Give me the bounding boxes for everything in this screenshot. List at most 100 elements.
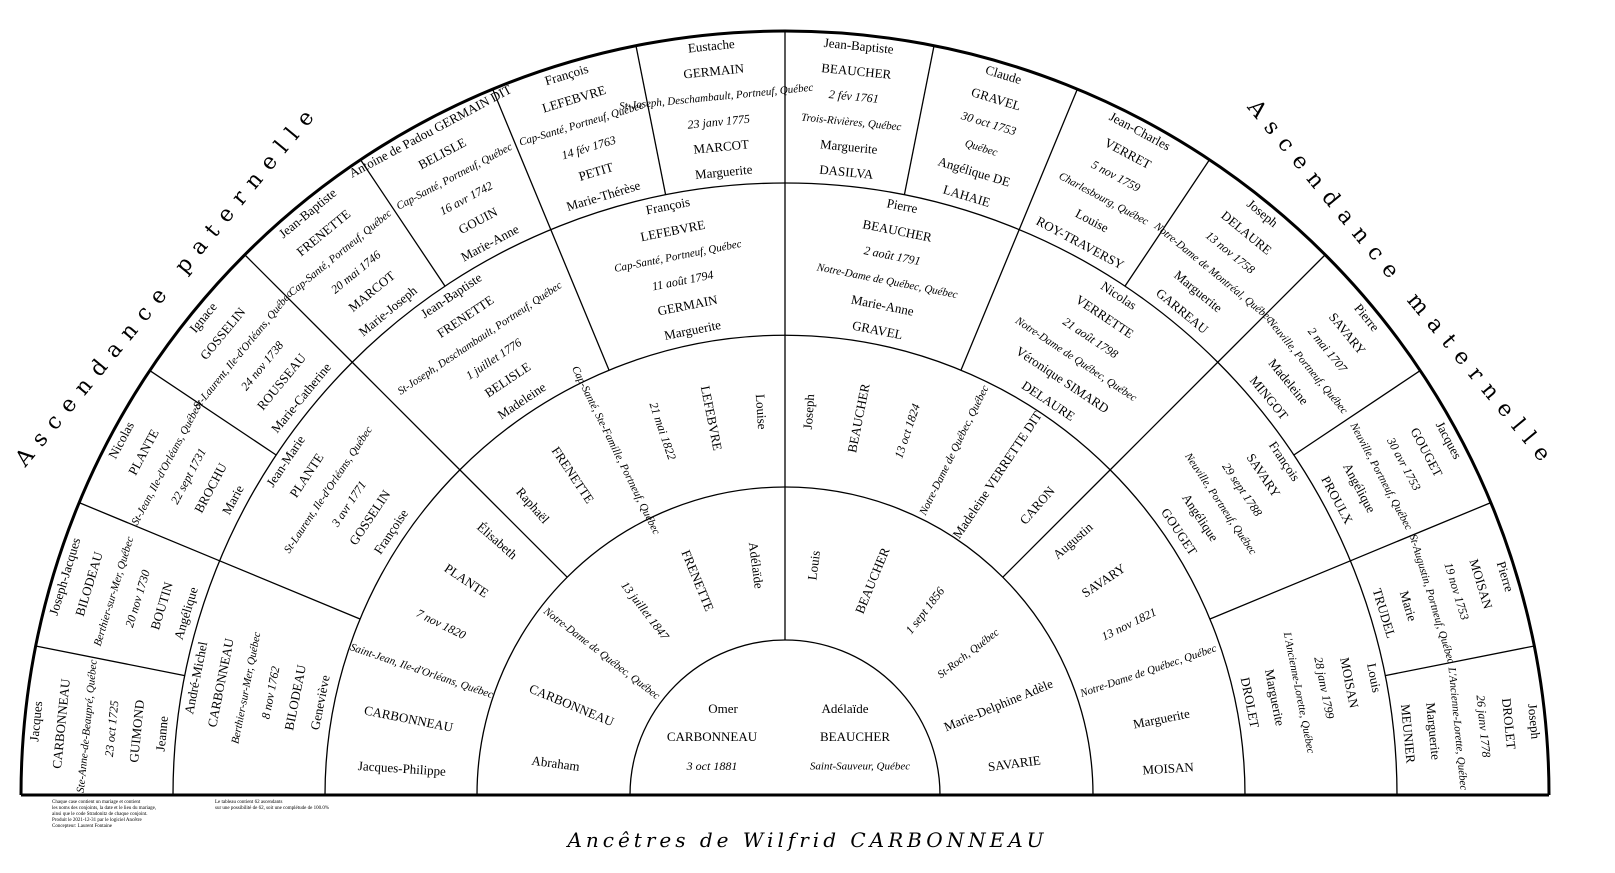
cell-line: Notre-Dame de Québec, Québec (815, 261, 959, 301)
cell-line: BILODEAU (281, 663, 309, 732)
cell-line: Joseph (800, 393, 817, 430)
cell-line: 7 nov 1820 (414, 606, 468, 642)
fan-dividers (21, 31, 1549, 797)
cell-line: Marguerite (819, 136, 878, 157)
marriage-date: 3 oct 1881 (686, 759, 738, 773)
wife-given-name: Adélaïde (822, 701, 869, 716)
cell-line: 2 fév 1761 (828, 87, 879, 106)
cell-line: TRUDEL (1370, 587, 1399, 640)
cell-line: Saint-Jean, Ile-d'Orléans, Québec (349, 641, 495, 701)
cell-line: Jean-Baptiste (823, 35, 894, 57)
cell-line: Geneviève (307, 674, 333, 732)
wife-surname: BEAUCHER (820, 729, 890, 744)
couple-cell: Jean-Baptiste BEAUCHER 2 fév 1761 Trois-Riv… (801, 35, 902, 182)
cell-line: 13 juillet 1847 (618, 579, 672, 644)
cell-line: GRAVEL (970, 84, 1023, 113)
cell-divider (219, 560, 361, 620)
cell-line: GUIMOND (126, 699, 147, 763)
cell-divider (1217, 254, 1326, 363)
cell-divider (35, 645, 185, 677)
cell-line: Pierre (886, 195, 920, 216)
cell-line: 23 janv 1775 (687, 112, 751, 132)
cell-line: LEFEBVRE (698, 384, 726, 451)
cell-line: 11 août 1794 (651, 268, 715, 294)
cell-line: Marguerite (1262, 668, 1288, 728)
cell-divider (78, 502, 220, 562)
cell-line: MOISAN (1142, 759, 1195, 777)
cell-line: BEAUCHER (844, 382, 872, 454)
cell-line: CARBONNEAU (363, 702, 455, 734)
cell-line: 13 nov 1821 (1099, 605, 1158, 644)
cell-line: Adélaïde (746, 541, 767, 590)
cell-line: L'Ancienne-Lorette, Québec (1445, 666, 1469, 791)
cell-line: Louis (804, 550, 823, 581)
couple-cell: Joseph-JacquesBILODEAUBerthier-sur-Mer, … (46, 535, 201, 648)
cell-divider (1350, 502, 1492, 562)
cell-line: SAVARY (1079, 560, 1129, 600)
cell-line: BEAUCHER (861, 216, 933, 244)
cell-line: DASILVA (819, 162, 875, 182)
marriage-place: Saint-Sauveur, Québec (810, 761, 910, 773)
cell-line: Québec (963, 138, 999, 159)
cell-divider (1293, 370, 1421, 456)
cell-line: MOISAN (1467, 557, 1496, 611)
cell-line: Pierre (1351, 301, 1382, 335)
cell-line: MEUNIER (1398, 703, 1419, 764)
cell-line: Louise (1073, 206, 1111, 236)
cell-line: FRENETTE (549, 444, 598, 506)
cell-divider (635, 45, 667, 195)
cell-line: 21 mai 1822 (647, 400, 680, 461)
cell-line: Marguerite (1132, 706, 1192, 732)
cell-line: GRAVEL (851, 318, 904, 343)
cell-divider (903, 45, 935, 195)
couple-cell: Antoine de Padou GERMAIN DITBELISLECap-S… (346, 82, 521, 265)
cell-line: St-Roch, Québec (935, 626, 1001, 681)
cell-divider (149, 370, 277, 456)
cell-line: L'Ancienne-Lorette, Québec (1281, 630, 1317, 755)
cell-line: BEAUCHER (852, 545, 893, 616)
cell-line: 30 oct 1753 (959, 108, 1018, 138)
cell-line: DROLET (1499, 697, 1519, 750)
cell-line: 1 sept 1856 (903, 584, 948, 636)
cell-line: Notre-Dame de Québec, Québec (1078, 642, 1218, 700)
husband-surname: CARBONNEAU (667, 729, 758, 744)
cell-line: BOUTIN (147, 580, 176, 632)
cell-line: DROLET (1238, 676, 1263, 729)
cell-line: Jacques-Philippe (357, 758, 446, 779)
cell-line: 2 août 1791 (863, 243, 922, 268)
cell-divider (492, 88, 552, 230)
cell-line: MOISAN (1337, 656, 1362, 710)
cell-line: PETIT (577, 159, 615, 184)
cell-divider (1109, 361, 1219, 471)
cell-line: Abraham (531, 753, 581, 774)
cell-line: André-Michel (181, 640, 210, 716)
completeness-note: Le tableau contient 62 ascendants sur un… (215, 800, 330, 811)
cell-line: CARBONNEAU (204, 636, 236, 728)
cell-line: 8 nov 1762 (258, 665, 282, 720)
cell-line: Augustin (1050, 519, 1096, 562)
chart-title: Ancêtres de Wilfrid CARBONNEAU (567, 828, 1048, 852)
couple-cell: Jacques CARBONNEAU Ste-Anne-de-Beaupré, Qu… (26, 659, 171, 793)
cell-divider (360, 159, 446, 287)
cell-line: Jacques (26, 700, 45, 742)
cell-divider (1209, 560, 1351, 620)
cell-line: 26 janv 1778 (1474, 694, 1494, 758)
couple-cell: André-MichelCARBONNEAUBerthier-sur-Mer, … (181, 631, 333, 745)
cell-line: Louise (753, 394, 770, 431)
cell-line: Marie-Thérèse (564, 177, 642, 214)
cell-line: Cap-Santé, Ste-Famille, Portneuf, Québec (569, 364, 662, 537)
cell-line: Raphaël (513, 484, 553, 526)
cell-divider (1002, 469, 1111, 578)
cell-line: Trois-Rivières, Québec (801, 112, 902, 134)
cell-line: Angélique (171, 585, 201, 641)
cell-divider (1385, 645, 1535, 677)
